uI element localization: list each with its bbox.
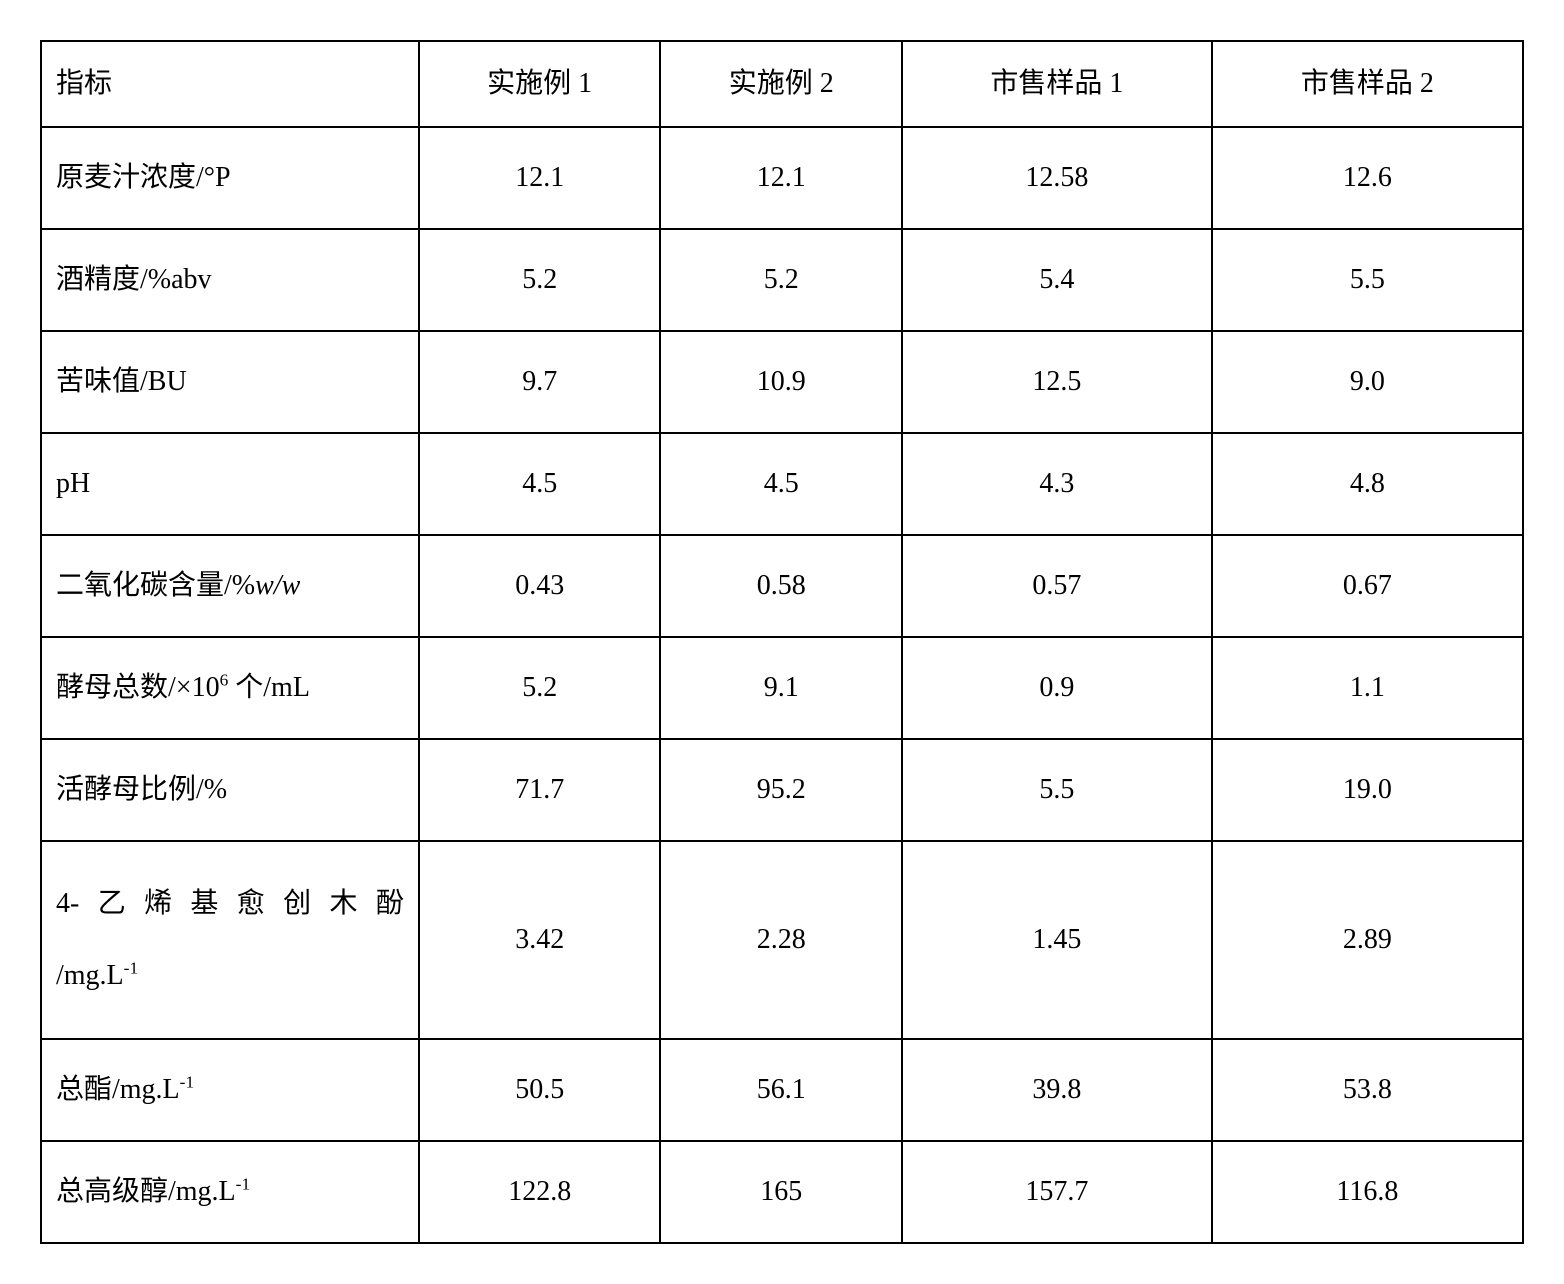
cell-ex2: 0.58	[660, 535, 902, 637]
cell-ex2: 95.2	[660, 739, 902, 841]
cell-m1: 157.7	[902, 1141, 1212, 1243]
cell-ex1: 12.1	[419, 127, 661, 229]
col-header-metric: 指标	[41, 41, 419, 127]
table-row: 二氧化碳含量/%w/w0.430.580.570.67	[41, 535, 1523, 637]
table-row: 苦味值/BU9.710.912.59.0	[41, 331, 1523, 433]
cell-m2: 12.6	[1212, 127, 1523, 229]
cell-m2: 53.8	[1212, 1039, 1523, 1141]
cell-ex1: 9.7	[419, 331, 661, 433]
cell-ex1: 50.5	[419, 1039, 661, 1141]
cell-m2: 0.67	[1212, 535, 1523, 637]
cell-ex2: 2.28	[660, 841, 902, 1039]
cell-ex2: 9.1	[660, 637, 902, 739]
cell-ex2: 5.2	[660, 229, 902, 331]
metric-label: 原麦汁浓度/°P	[41, 127, 419, 229]
cell-m2: 5.5	[1212, 229, 1523, 331]
table-row: 活酵母比例/%71.795.25.519.0	[41, 739, 1523, 841]
cell-m2: 9.0	[1212, 331, 1523, 433]
table-body: 指标 实施例 1 实施例 2 市售样品 1 市售样品 2 原麦汁浓度/°P12.…	[41, 41, 1523, 1243]
table-row: 原麦汁浓度/°P12.112.112.5812.6	[41, 127, 1523, 229]
cell-ex1: 5.2	[419, 637, 661, 739]
cell-m1: 1.45	[902, 841, 1212, 1039]
cell-m1: 12.58	[902, 127, 1212, 229]
cell-m1: 12.5	[902, 331, 1212, 433]
table-row: 4-乙烯基愈创木酚/mg.L-13.422.281.452.89	[41, 841, 1523, 1039]
col-header-m1: 市售样品 1	[902, 41, 1212, 127]
metric-label: 总高级醇/mg.L-1	[41, 1141, 419, 1243]
data-table: 指标 实施例 1 实施例 2 市售样品 1 市售样品 2 原麦汁浓度/°P12.…	[40, 40, 1524, 1244]
metric-label: 活酵母比例/%	[41, 739, 419, 841]
table-row: 总高级醇/mg.L-1122.8165157.7116.8	[41, 1141, 1523, 1243]
col-header-ex1: 实施例 1	[419, 41, 661, 127]
metric-label: 苦味值/BU	[41, 331, 419, 433]
metric-label: 总酯/mg.L-1	[41, 1039, 419, 1141]
table-row: 酒精度/%abv5.25.25.45.5	[41, 229, 1523, 331]
cell-ex1: 5.2	[419, 229, 661, 331]
cell-m1: 5.4	[902, 229, 1212, 331]
cell-m2: 2.89	[1212, 841, 1523, 1039]
cell-m1: 5.5	[902, 739, 1212, 841]
col-header-m2: 市售样品 2	[1212, 41, 1523, 127]
cell-m2: 1.1	[1212, 637, 1523, 739]
cell-ex1: 0.43	[419, 535, 661, 637]
table-row: 总酯/mg.L-150.556.139.853.8	[41, 1039, 1523, 1141]
cell-m1: 0.9	[902, 637, 1212, 739]
col-header-ex2: 实施例 2	[660, 41, 902, 127]
table-row: pH4.54.54.34.8	[41, 433, 1523, 535]
cell-ex1: 3.42	[419, 841, 661, 1039]
metric-label: 酒精度/%abv	[41, 229, 419, 331]
cell-ex2: 165	[660, 1141, 902, 1243]
cell-ex1: 122.8	[419, 1141, 661, 1243]
metric-label: 酵母总数/×106 个/mL	[41, 637, 419, 739]
metric-label: pH	[41, 433, 419, 535]
cell-m1: 0.57	[902, 535, 1212, 637]
table-header-row: 指标 实施例 1 实施例 2 市售样品 1 市售样品 2	[41, 41, 1523, 127]
table-row: 酵母总数/×106 个/mL5.29.10.91.1	[41, 637, 1523, 739]
cell-ex2: 10.9	[660, 331, 902, 433]
cell-ex2: 12.1	[660, 127, 902, 229]
cell-m1: 4.3	[902, 433, 1212, 535]
metric-label: 二氧化碳含量/%w/w	[41, 535, 419, 637]
cell-ex1: 71.7	[419, 739, 661, 841]
cell-m1: 39.8	[902, 1039, 1212, 1141]
cell-ex2: 56.1	[660, 1039, 902, 1141]
cell-m2: 19.0	[1212, 739, 1523, 841]
metric-label: 4-乙烯基愈创木酚/mg.L-1	[41, 841, 419, 1039]
cell-m2: 4.8	[1212, 433, 1523, 535]
cell-m2: 116.8	[1212, 1141, 1523, 1243]
cell-ex1: 4.5	[419, 433, 661, 535]
cell-ex2: 4.5	[660, 433, 902, 535]
